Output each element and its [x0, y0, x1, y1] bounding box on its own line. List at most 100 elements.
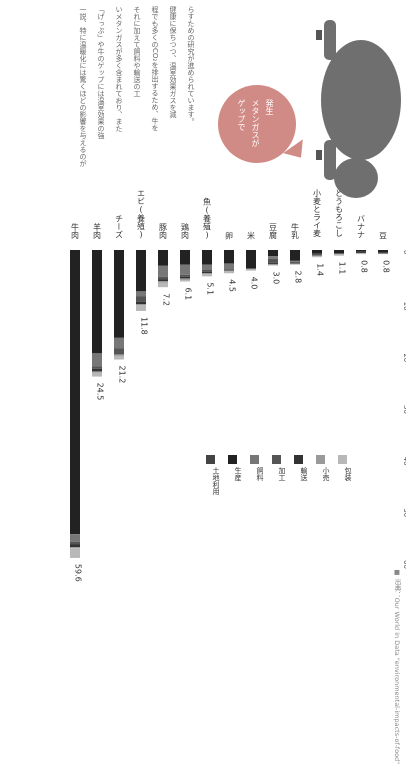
bar-segment	[268, 262, 278, 264]
bar-segment	[312, 255, 322, 257]
bar-segment	[224, 263, 234, 270]
bar-segment	[246, 269, 256, 271]
bar-segment	[114, 337, 124, 349]
bar-value-label: 4.5	[228, 279, 237, 292]
legend-swatch	[250, 455, 259, 464]
bar-value-label: 3.0	[272, 272, 281, 285]
bar-segment	[378, 253, 388, 254]
bar-segment	[268, 263, 278, 265]
category-label: チーズ	[115, 215, 124, 239]
bar-segment	[180, 274, 190, 277]
emissions-bar-chart: 牛肉 59.6 羊肉 24.5 チーズ 21.2 エビ(養殖) 11.8 豚肉 7.2 鶏肉 6.1 魚…	[70, 189, 406, 582]
bar-segment	[180, 279, 190, 282]
legend-swatch	[228, 455, 237, 464]
bar-segment	[158, 281, 168, 283]
bar-segment	[202, 274, 212, 277]
category-label: 豆	[379, 232, 388, 240]
bar-segment	[180, 250, 190, 265]
bar-segment	[290, 262, 300, 264]
axis-tick-label: 20	[402, 353, 406, 362]
category-label: 米	[247, 231, 256, 241]
bar-segment	[312, 256, 322, 258]
bar-segment	[334, 254, 344, 256]
legend-label: 加工	[278, 466, 286, 481]
bar-segment	[290, 261, 300, 263]
bar-segment	[312, 253, 322, 256]
category-label: 卵	[225, 231, 234, 241]
bar-segment	[136, 305, 146, 311]
bar-value-label: 59.6	[74, 564, 83, 582]
cow-illustration	[316, 20, 401, 198]
bar-segment	[356, 251, 366, 253]
chart-source: ■ 出典：Our World in Data "environmental-im…	[393, 568, 401, 764]
bar-segment	[70, 547, 80, 549]
bar-segment	[356, 252, 366, 254]
bar-segment	[268, 256, 278, 259]
bar-value-label: 11.8	[140, 317, 149, 335]
bar-segment	[378, 252, 388, 254]
bar-segment	[202, 269, 212, 272]
category-label: 豚肉	[159, 223, 168, 239]
note-text-line: らすための研究が進められています。	[187, 6, 195, 125]
bar-segment	[356, 250, 366, 252]
bar-segment	[356, 253, 366, 255]
bar-segment	[92, 250, 102, 354]
axis-tick-label: 0	[402, 250, 406, 254]
bar-segment	[180, 278, 190, 280]
legend-label: 飼料	[256, 466, 264, 482]
category-label: 羊肉	[93, 222, 102, 239]
bar-segment	[334, 250, 344, 254]
bubble-text-line: メタンガスが	[251, 99, 260, 147]
bar-segment	[224, 269, 234, 271]
bar-segment	[158, 279, 168, 281]
bar-segment	[312, 255, 322, 256]
category-label: エビ(養殖)	[137, 189, 146, 239]
legend-label: 輸送	[300, 466, 308, 482]
bar-segment	[158, 265, 168, 277]
bar-segment	[378, 250, 388, 253]
bar-value-label: 1.4	[316, 263, 325, 276]
bar-segment	[136, 250, 146, 292]
bar-value-label: 7.2	[162, 293, 171, 306]
bar-value-label: 4.0	[250, 277, 259, 290]
bar-segment	[136, 301, 146, 305]
bar-segment	[158, 250, 168, 266]
bar-segment	[158, 282, 168, 288]
legend-swatch	[294, 455, 303, 464]
category-label: 小麦とライ麦	[313, 189, 322, 238]
bar-segment	[268, 250, 278, 257]
bar-segment	[180, 264, 190, 275]
bar-segment	[180, 276, 190, 279]
note-text-line: 一説、特に温暖化には驚くほどの影響を与えるのが	[79, 6, 87, 167]
bar-segment	[202, 271, 212, 274]
category-label: とうもろこし	[335, 189, 344, 237]
bar-segment	[246, 250, 256, 269]
note-text-line: 程でも多くのCO₂を排出するため、牛を	[151, 6, 159, 132]
category-label: 魚(養殖)	[203, 197, 212, 240]
category-label: バナナ	[357, 215, 366, 239]
speech-bubble: ゲップで メタンガスが 発生	[218, 85, 296, 163]
bar-value-label: 1.1	[338, 262, 347, 275]
bar-segment	[114, 348, 124, 354]
legend-label: 包装	[344, 466, 352, 482]
legend-label: 小売	[322, 466, 330, 482]
bar-segment	[92, 368, 102, 372]
bubble-text-line: ゲップで	[237, 99, 246, 131]
legend-label: 土地利用	[212, 466, 220, 496]
bar-segment	[92, 353, 102, 367]
bar-segment	[92, 372, 102, 377]
bar-segment	[114, 355, 124, 360]
bar-segment	[268, 258, 278, 263]
legend-swatch	[316, 455, 325, 464]
bubble-text-line: 発生	[265, 99, 274, 115]
bar-segment	[114, 250, 124, 338]
bar-segment	[224, 270, 234, 274]
bar-segment	[334, 253, 344, 255]
bar-segment	[246, 268, 256, 269]
bar-segment	[114, 353, 124, 355]
bar-value-label: 0.8	[360, 260, 369, 273]
bar-segment	[290, 263, 300, 265]
axis-tick-label: 60	[402, 560, 406, 569]
bar-segment	[224, 250, 234, 264]
bar-segment	[136, 296, 146, 302]
